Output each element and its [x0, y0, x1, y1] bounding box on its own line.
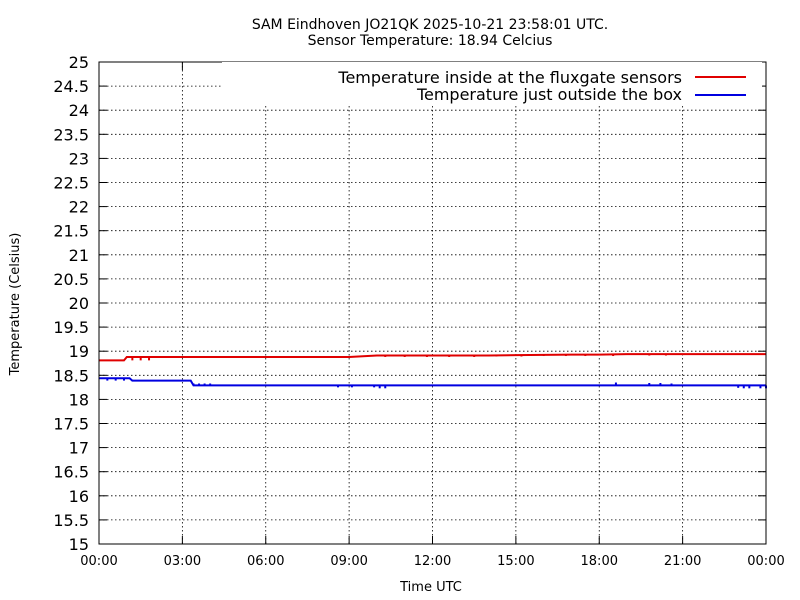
- x-tick-label: 21:00: [664, 554, 701, 569]
- y-tick-label: 17.5: [53, 415, 89, 434]
- x-axis-ticks: 00:00 03:00 06:00 09:00 12:00 15:00 18:00 21:00…: [80, 62, 785, 569]
- y-tick-label: 15: [69, 535, 89, 554]
- legend: Temperature inside at the fluxgate senso…: [222, 62, 762, 106]
- chart-title: SAM Eindhoven JO21QK 2025-10-21 23:58:01…: [252, 17, 608, 33]
- legend-label-outside: Temperature just outside the box: [416, 85, 682, 104]
- x-tick-label: 18:00: [581, 554, 618, 569]
- grid: [99, 62, 766, 544]
- y-tick-label: 23.5: [53, 125, 89, 144]
- x-tick-label: 12:00: [414, 554, 451, 569]
- x-axis-label: Time UTC: [399, 580, 462, 595]
- y-tick-label: 19: [69, 342, 89, 361]
- chart-subtitle: Sensor Temperature: 18.94 Celcius: [308, 33, 553, 49]
- y-tick-label: 17: [69, 439, 89, 458]
- y-tick-label: 25: [69, 53, 89, 72]
- x-tick-label: 00:00: [80, 554, 117, 569]
- y-tick-label: 19.5: [53, 318, 89, 337]
- y-tick-label: 21: [69, 246, 89, 265]
- y-tick-label: 16.5: [53, 463, 89, 482]
- x-tick-label: 15:00: [497, 554, 534, 569]
- y-tick-label: 20: [69, 294, 89, 313]
- y-tick-label: 24.5: [53, 77, 89, 96]
- legend-background: [222, 62, 762, 106]
- y-axis-label: Temperature (Celsius): [8, 233, 23, 377]
- y-tick-label: 18.5: [53, 366, 89, 385]
- y-tick-label: 22.5: [53, 174, 89, 193]
- y-tick-label: 18: [69, 390, 89, 409]
- x-tick-label: 00:00: [747, 554, 784, 569]
- y-tick-label: 21.5: [53, 222, 89, 241]
- y-tick-label: 22: [69, 198, 89, 217]
- y-tick-label: 15.5: [53, 511, 89, 530]
- x-tick-label: 03:00: [164, 554, 201, 569]
- y-tick-label: 24: [69, 101, 89, 120]
- y-axis-ticks: 15 15.5 16 16.5 17 17.5 18 18.5 19 19.5 20 20.5 21 21…: [53, 53, 766, 554]
- y-tick-label: 16: [69, 487, 89, 506]
- y-tick-label: 20.5: [53, 270, 89, 289]
- plot-lines: [99, 353, 767, 389]
- legend-label-inside: Temperature inside at the fluxgate senso…: [337, 68, 682, 87]
- y-tick-label: 23: [69, 149, 89, 168]
- x-tick-label: 09:00: [330, 554, 367, 569]
- x-tick-label: 06:00: [247, 554, 284, 569]
